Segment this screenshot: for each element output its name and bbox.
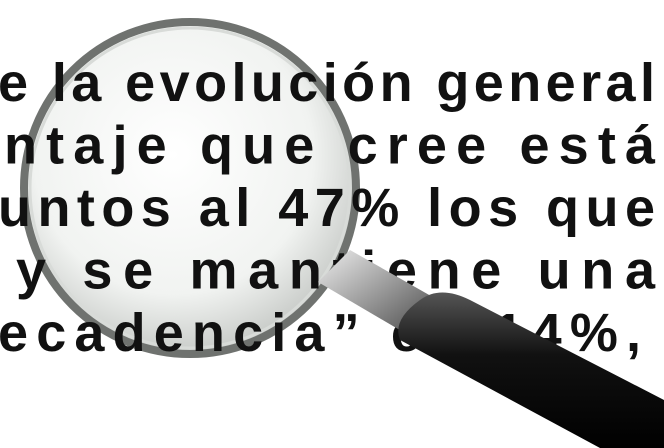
magnifying-lens xyxy=(20,18,360,358)
text-line: e la evolución general xyxy=(0,53,655,113)
magnifying-handle xyxy=(318,250,664,448)
text-line: untos al 47% los que xyxy=(0,178,655,238)
text-line: ntaje que cree está xyxy=(4,116,656,176)
